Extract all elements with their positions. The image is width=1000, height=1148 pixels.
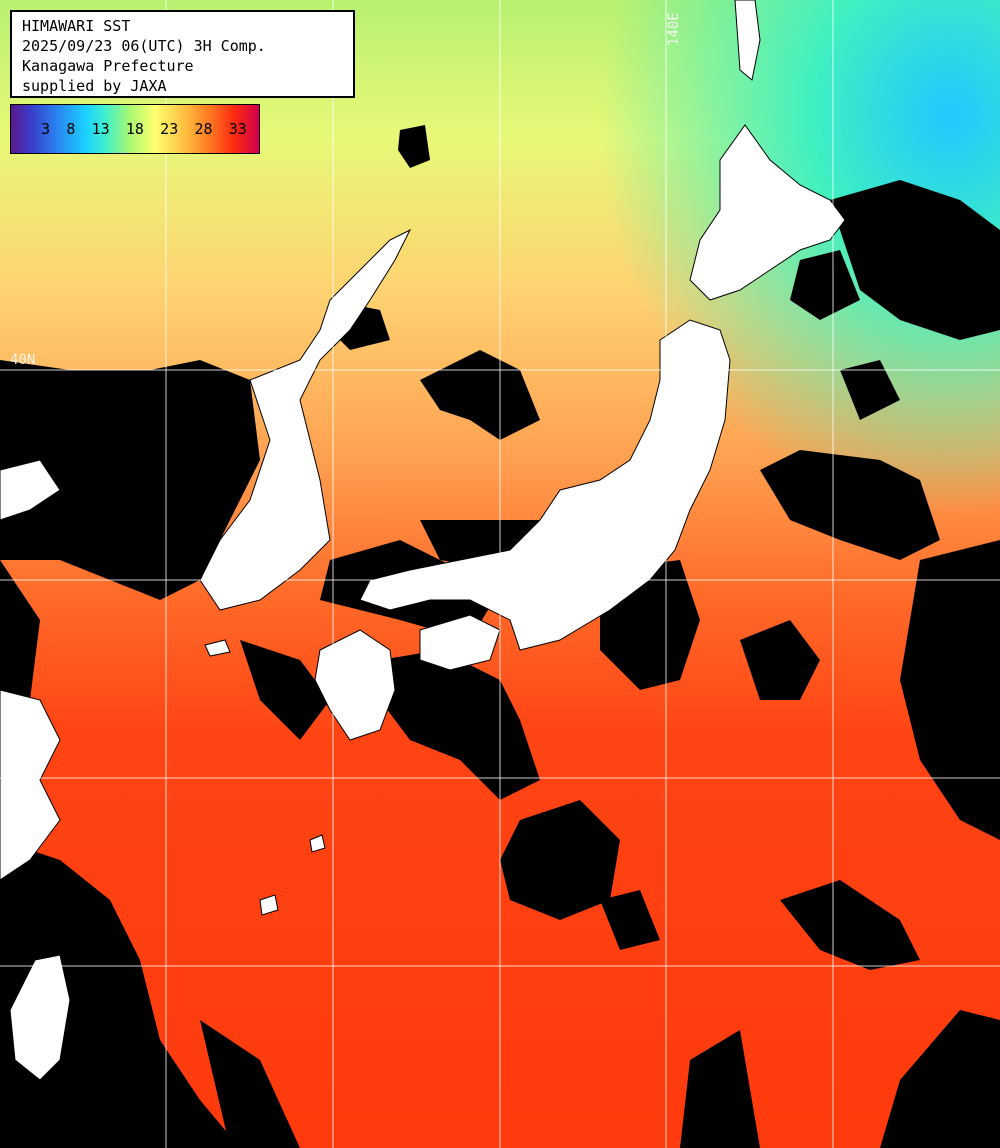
korean-peninsula: [199, 228, 412, 611]
latitude-label-30n: 30N: [16, 758, 42, 774]
land-mask: [0, 0, 846, 1081]
longitude-label-140e: 140E: [666, 12, 682, 46]
product-title: HIMAWARI SST: [22, 17, 131, 35]
legend-tick: 28: [194, 120, 213, 138]
data-source: supplied by JAXA: [22, 77, 167, 95]
shikoku-island: [419, 614, 501, 671]
honshu-island: [359, 319, 731, 651]
legend-tick: 18: [125, 120, 144, 138]
china-coast: [0, 459, 61, 521]
temperature-legend: 3 8 13 18 23 28 33: [10, 104, 260, 154]
legend-tick: 13: [91, 120, 110, 138]
legend-tick: 33: [228, 120, 247, 138]
legend-tick: 3: [41, 120, 51, 138]
legend-tick: 23: [160, 120, 179, 138]
region-name: Kanagawa Prefecture: [22, 57, 194, 75]
sakhalin-island: [734, 0, 761, 81]
legend-tick: 8: [66, 120, 76, 138]
timestamp: 2025/09/23 06(UTC) 3H Comp.: [22, 37, 266, 55]
kyushu-island: [314, 629, 396, 741]
info-box: HIMAWARI SST 2025/09/23 06(UTC) 3H Comp.…: [10, 10, 355, 98]
hokkaido-island: [689, 124, 846, 301]
latitude-label-40n: 40N: [10, 352, 36, 368]
taiwan-island: [9, 954, 71, 1081]
